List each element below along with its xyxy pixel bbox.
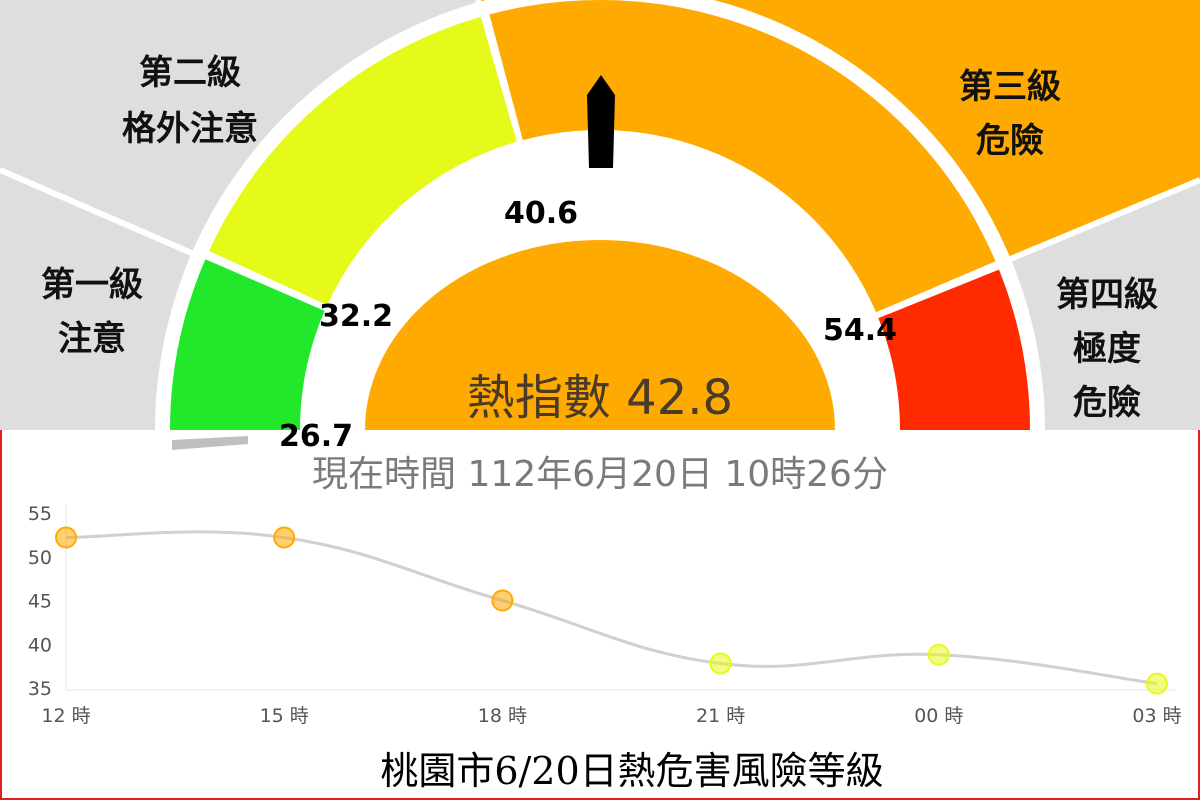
y-tick-label: 45 <box>28 591 52 613</box>
zone-level-text: 第三級 <box>959 67 1061 107</box>
data-point <box>709 652 732 675</box>
zone-name-part2: 危險 <box>1073 383 1141 423</box>
y-tick-label: 55 <box>28 503 52 525</box>
zone-level-text: 第一級 <box>41 265 143 305</box>
zone-label-level1: 第一級 注意 <box>41 265 143 359</box>
data-point <box>273 526 296 549</box>
zone-label-level2: 第二級 格外注意 <box>122 53 258 149</box>
y-tick-label: 50 <box>28 547 52 569</box>
threshold-label: 40.6 <box>504 196 578 231</box>
zone-label-level4: 第四級 極度 危險 <box>1056 275 1158 423</box>
x-tick-label: 15 時 <box>260 705 309 727</box>
x-tick-labels: 12 時 15 時 18 時 21 時 00 時 03 時 <box>41 705 1181 727</box>
trend-line-chart: 55 50 45 40 35 12 時 15 時 18 時 21 時 00 時 03 時 <box>28 503 1182 727</box>
x-tick-label: 12 時 <box>41 705 90 727</box>
y-tick-label: 40 <box>28 634 52 656</box>
gauge-segment-level4 <box>878 269 1030 430</box>
x-tick-label: 21 時 <box>696 705 745 727</box>
series-points <box>55 526 1168 695</box>
gauge-segment-level1 <box>170 259 325 430</box>
value-dome <box>365 240 835 430</box>
heat-index-value: 熱指數 42.8 <box>467 370 733 426</box>
threshold-label: 26.7 <box>279 419 353 454</box>
zone-name-text: 危險 <box>976 121 1044 161</box>
data-point <box>927 643 950 666</box>
x-tick-label: 18 時 <box>478 705 527 727</box>
gauge-needle <box>587 75 615 168</box>
threshold-label: 32.2 <box>319 299 393 334</box>
zone-name-text: 格外注意 <box>122 109 258 149</box>
threshold-label: 54.4 <box>823 313 897 348</box>
zone-level-text: 第二級 <box>139 53 241 93</box>
data-point <box>55 526 77 549</box>
data-point <box>1146 672 1168 695</box>
chart-caption: 桃園市6/20日熱危害風險等級 <box>380 749 883 793</box>
zone-level-text: 第四級 <box>1056 275 1158 315</box>
gauge-segment-level3 <box>489 0 996 313</box>
series-line <box>65 530 1158 686</box>
zone-name-text: 注意 <box>58 319 126 359</box>
x-tick-label: 00 時 <box>914 705 963 727</box>
y-tick-label: 35 <box>28 678 52 700</box>
y-tick-labels: 55 50 45 40 35 <box>28 503 52 700</box>
zone-label-level3: 第三級 危險 <box>959 67 1061 161</box>
data-point <box>491 589 514 612</box>
gauge-segment-level2 <box>209 16 517 306</box>
x-tick-label: 03 時 <box>1132 705 1181 727</box>
gauge-segments <box>170 0 1030 430</box>
current-time: 現在時間 112年6月20日 10時26分 <box>312 454 888 495</box>
gauge-stub <box>172 436 248 450</box>
zone-name-part1: 極度 <box>1073 329 1141 369</box>
